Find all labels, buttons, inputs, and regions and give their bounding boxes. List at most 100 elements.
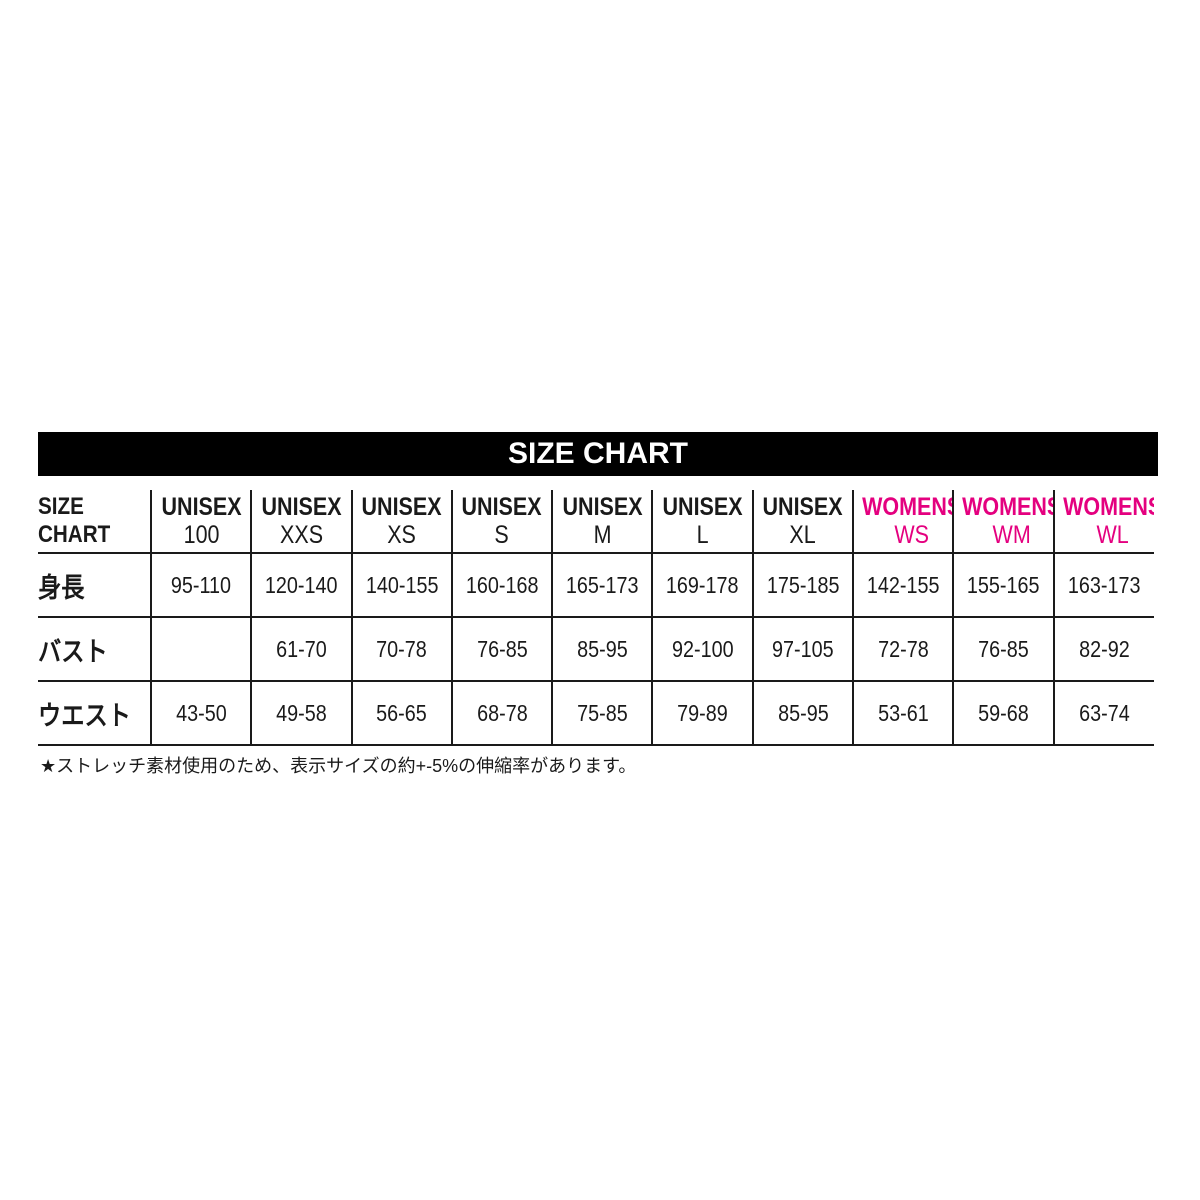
- row-label: ウエスト: [38, 680, 151, 746]
- header-wrap: UNISEX M: [562, 493, 642, 549]
- data-row: ウエスト 43-50 49-58 56-65 68-78 75-85 79-89 85-95 5…: [38, 680, 1154, 746]
- data-cell: 79-89: [651, 680, 753, 746]
- header-group: UNISEX: [361, 493, 442, 521]
- corner-line: SIZE: [38, 493, 84, 520]
- data-cell: 53-61: [852, 680, 954, 746]
- cell-text: 70-78: [376, 635, 428, 662]
- cell-text: 95-110: [171, 571, 232, 598]
- row-label-text: バスト: [38, 636, 108, 667]
- corner-cell: SIZE CHART: [38, 490, 151, 553]
- row-label: バスト: [38, 616, 151, 681]
- data-cell: 59-68: [952, 680, 1054, 746]
- data-cell: 76-85: [450, 616, 553, 681]
- column-header: UNISEX M: [551, 490, 653, 553]
- size-table: SIZE CHART UNISEX 100 UNISEX XXS UNISEX XS UNISE…: [38, 490, 1154, 746]
- header-group: UNISEX: [762, 493, 843, 521]
- header-group: WOMENS: [862, 493, 954, 521]
- data-cell: 43-50: [149, 680, 252, 746]
- header-wrap: UNISEX XS: [362, 493, 442, 549]
- cell-text: 120-140: [265, 571, 338, 598]
- cell-text: 61-70: [276, 635, 327, 662]
- column-header: WOMENS WS: [852, 490, 954, 553]
- data-cell: 160-168: [450, 552, 553, 617]
- header-group: WOMENS: [1062, 493, 1154, 521]
- data-cell: [149, 616, 252, 681]
- data-cell: 72-78: [852, 616, 954, 681]
- cell-text: 160-168: [465, 571, 539, 598]
- cell-text: 56-65: [376, 699, 428, 726]
- cell-text: 75-85: [577, 699, 628, 726]
- column-header: WOMENS WL: [1052, 490, 1154, 553]
- cell-text: 142-155: [866, 571, 940, 598]
- cell-text: 53-61: [877, 699, 929, 726]
- cell-text: 49-58: [276, 699, 327, 726]
- column-header: UNISEX XS: [350, 490, 452, 553]
- cell-text: 68-78: [476, 699, 528, 726]
- header-wrap: UNISEX L: [663, 493, 743, 549]
- cell-text: 59-68: [978, 699, 1029, 726]
- column-header: UNISEX S: [450, 490, 553, 553]
- data-cell: 70-78: [350, 616, 452, 681]
- row-label-text: ウエスト: [38, 700, 131, 731]
- data-cell: 92-100: [651, 616, 753, 681]
- column-header: WOMENS WM: [952, 490, 1054, 553]
- title: SIZE CHART: [508, 437, 688, 470]
- cell-text: 76-85: [476, 635, 528, 662]
- header-size: WL: [1096, 521, 1129, 549]
- cell-text: 85-95: [777, 699, 829, 726]
- data-cell: 120-140: [250, 552, 352, 617]
- header-group: UNISEX: [161, 493, 242, 521]
- cell-text: 79-89: [677, 699, 728, 726]
- footnote: ★ストレッチ素材使用のため、表示サイズの約+-5%の伸縮率があります。: [40, 756, 637, 776]
- header-wrap: UNISEX 100: [161, 493, 241, 549]
- data-cell: 56-65: [350, 680, 452, 746]
- data-cell: 85-95: [551, 616, 653, 681]
- header-group: WOMENS: [962, 493, 1054, 521]
- header-wrap: UNISEX S: [462, 493, 542, 549]
- header-wrap: UNISEX XXS: [261, 493, 341, 549]
- table-body: SIZE CHART UNISEX 100 UNISEX XXS UNISEX XS UNISE…: [38, 490, 1154, 746]
- data-cell: 155-165: [952, 552, 1054, 617]
- cell-text: 63-74: [1079, 699, 1130, 726]
- header-wrap: UNISEX XL: [763, 493, 843, 549]
- data-cell: 142-155: [852, 552, 954, 617]
- data-cell: 165-173: [551, 552, 653, 617]
- data-row: 身長 95-110 120-140 140-155 160-168 165-173 169-…: [38, 552, 1154, 617]
- header-size: L: [696, 521, 709, 549]
- row-label: 身長: [38, 552, 151, 617]
- column-header: UNISEX XXS: [250, 490, 352, 553]
- data-cell: 63-74: [1052, 680, 1154, 746]
- header-wrap: WOMENS WM: [962, 493, 1053, 549]
- data-cell: 82-92: [1052, 616, 1154, 681]
- header-row: SIZE CHART UNISEX 100 UNISEX XXS UNISEX XS UNISE…: [38, 490, 1154, 553]
- data-cell: 85-95: [751, 680, 854, 746]
- cell-text: 85-95: [577, 635, 628, 662]
- header-size: S: [494, 521, 510, 549]
- cell-text: 169-178: [666, 571, 739, 598]
- data-cell: 97-105: [751, 616, 854, 681]
- cell-text: 163-173: [1068, 571, 1141, 598]
- data-cell: 49-58: [250, 680, 352, 746]
- data-cell: 175-185: [751, 552, 854, 617]
- header-group: UNISEX: [662, 493, 743, 521]
- header-size: WS: [894, 521, 930, 549]
- cell-text: 76-85: [978, 635, 1029, 662]
- data-cell: 75-85: [551, 680, 653, 746]
- data-cell: 140-155: [350, 552, 452, 617]
- header-size: WM: [992, 521, 1032, 549]
- column-header: UNISEX L: [651, 490, 753, 553]
- cell-text: 155-165: [967, 571, 1040, 598]
- cell-text: 165-173: [566, 571, 639, 598]
- title-bar: SIZE CHART: [38, 432, 1158, 476]
- data-cell: 68-78: [450, 680, 553, 746]
- header-size: XS: [387, 521, 417, 549]
- cell-text: 97-105: [772, 635, 834, 662]
- cell-text: 140-155: [365, 571, 439, 598]
- header-wrap: WOMENS WL: [1063, 493, 1154, 549]
- header-size: XL: [789, 521, 817, 549]
- cell-text: 72-78: [877, 635, 929, 662]
- header-wrap: WOMENS WS: [862, 493, 953, 549]
- header-group: UNISEX: [562, 493, 643, 521]
- header-size: 100: [183, 521, 220, 549]
